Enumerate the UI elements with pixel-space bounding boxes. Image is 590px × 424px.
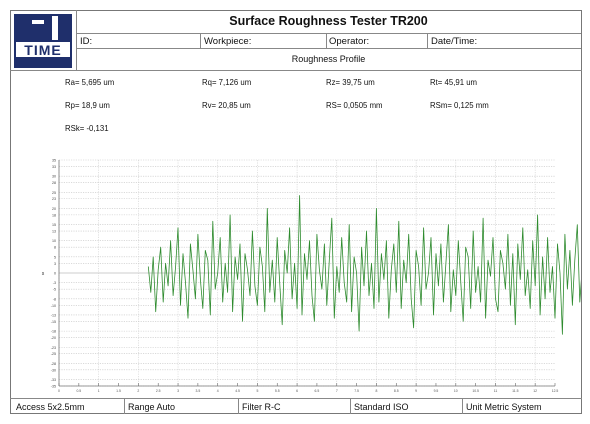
column-divider (238, 398, 239, 414)
y-tick-label: -13 (51, 313, 56, 317)
datetime-label: Date/Time: (431, 36, 478, 47)
y-tick-label: -15 (51, 320, 56, 324)
footer-filter: Filter R-C (242, 402, 281, 412)
y-axis-label: s (42, 271, 45, 277)
column-divider (76, 10, 77, 70)
y-tick-label: 15 (52, 223, 56, 227)
y-tick-label: 3 (54, 262, 56, 266)
column-divider (124, 398, 125, 414)
y-tick-label: -3 (53, 281, 56, 285)
x-tick-label: 3.5 (196, 389, 201, 393)
column-divider (350, 398, 351, 414)
y-tick-label: -33 (51, 378, 56, 382)
logo-text: TIME (24, 42, 61, 58)
y-tick-label: 23 (52, 197, 56, 201)
param-rv: Rv= 20,85 um (202, 101, 251, 110)
x-tick-label: 12.5 (552, 389, 559, 393)
y-tick-label: -8 (53, 297, 56, 301)
y-tick-label: -25 (51, 352, 56, 356)
y-tick-label: 33 (52, 165, 56, 169)
id-label: ID: (80, 36, 93, 47)
x-tick-label: 0 (58, 389, 60, 393)
y-tick-label: 5 (54, 255, 56, 259)
x-tick-label: 9.5 (434, 389, 439, 393)
x-tick-label: 4.5 (235, 389, 240, 393)
x-tick-label: 8.5 (394, 389, 399, 393)
roughness-profile-line (147, 195, 590, 335)
operator-label: Operator: (329, 36, 370, 47)
y-tick-label: -35 (51, 385, 56, 389)
param-rq: Rq= 7,126 um (202, 78, 252, 87)
y-tick-label: 13 (52, 230, 56, 234)
column-divider (200, 33, 201, 48)
x-tick-label: 4 (217, 389, 219, 393)
x-tick-label: 3 (177, 389, 179, 393)
footer-range: Range Auto (128, 402, 176, 412)
y-tick-label: -10 (51, 304, 56, 308)
y-tick-label: 35 (52, 159, 56, 163)
x-tick-label: 6 (296, 389, 298, 393)
x-tick-label: 5 (256, 389, 258, 393)
y-tick-label: -28 (51, 362, 56, 366)
param-rsm: RSm= 0,125 mm (430, 101, 489, 110)
y-tick-label: 8 (54, 246, 56, 250)
x-tick-label: 10.5 (472, 389, 479, 393)
y-tick-label: 18 (52, 213, 56, 217)
x-tick-label: 11.5 (512, 389, 518, 393)
report-title: Surface Roughness Tester TR200 (229, 14, 428, 28)
y-tick-label: -23 (51, 346, 56, 350)
param-rt: Rt= 45,91 um (430, 78, 478, 87)
y-tick-label: -30 (51, 368, 56, 372)
workpiece-label: Workpiece: (204, 36, 252, 47)
param-rsk: RSk= -0,131 (65, 124, 109, 133)
x-tick-label: 6.5 (315, 389, 320, 393)
time-logo: TIME (14, 14, 72, 68)
x-tick-label: 9 (415, 389, 417, 393)
y-tick-label: 10 (52, 239, 56, 243)
param-rz: Rz= 39,75 um (326, 78, 375, 87)
x-tick-label: 7 (336, 389, 338, 393)
section-subtitle: Roughness Profile (291, 54, 366, 64)
y-tick-label: 25 (52, 191, 56, 195)
header-divider (10, 70, 582, 71)
column-divider (427, 33, 428, 48)
x-tick-label: 8 (375, 389, 377, 393)
footer-access: Access 5x2.5mm (16, 402, 85, 412)
x-tick-label: 10 (454, 389, 458, 393)
x-tick-label: 11 (494, 389, 498, 393)
y-tick-label: -20 (51, 336, 56, 340)
x-tick-label: 1 (98, 389, 100, 393)
param-ra: Ra= 5,695 um (65, 78, 115, 87)
chart-canvas: 35333028252320181513108530-3-5-8-10-13-1… (42, 159, 590, 393)
y-tick-label: 28 (52, 181, 56, 185)
report-frame (10, 10, 582, 414)
x-tick-label: 7.5 (354, 389, 359, 393)
x-tick-label: 5.5 (275, 389, 280, 393)
column-divider (326, 33, 327, 48)
x-tick-label: 1.5 (116, 389, 121, 393)
footer-standard: Standard ISO (354, 402, 409, 412)
y-tick-label: -18 (51, 330, 56, 334)
y-tick-label: 30 (52, 175, 56, 179)
x-tick-label: 12 (533, 389, 537, 393)
y-tick-label: -5 (53, 288, 56, 292)
y-tick-label: 20 (52, 207, 56, 211)
column-divider (462, 398, 463, 414)
header-divider (76, 33, 581, 34)
param-rp: Rp= 18,9 um (65, 101, 110, 110)
y-tick-label: 0 (54, 272, 56, 276)
x-tick-label: 2.5 (156, 389, 161, 393)
param-rs: RS= 0,0505 mm (326, 101, 383, 110)
header-divider (76, 48, 581, 49)
footer-unit: Unit Metric System (466, 402, 542, 412)
roughness-profile-chart: 35 33 30 28 25 23 20 18 15 13 10 8 5 3 0 -3 -5 -8 -10 -13 -1… (11, 150, 590, 396)
x-tick-label: 2 (137, 389, 139, 393)
footer-divider (10, 398, 582, 399)
x-tick-label: 0.5 (76, 389, 81, 393)
